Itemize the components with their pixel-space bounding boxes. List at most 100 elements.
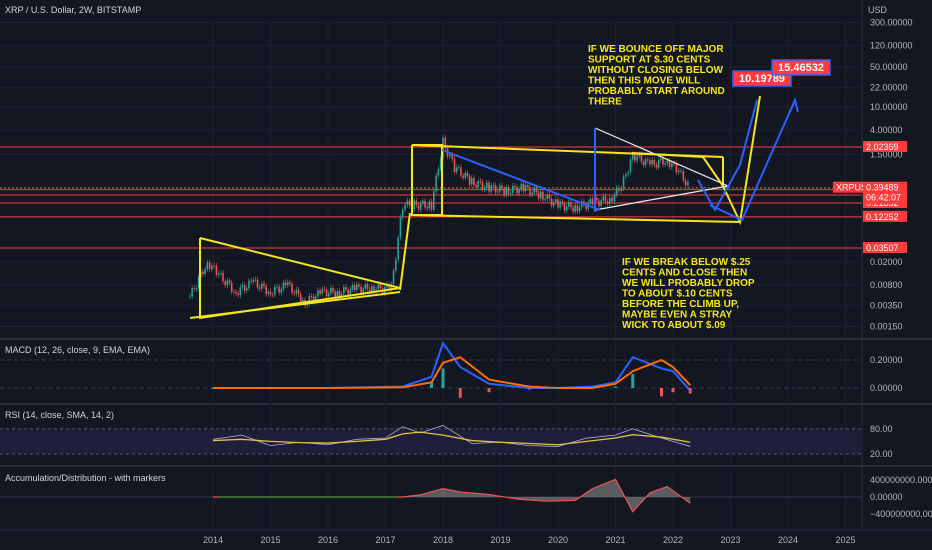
annotation-bottom-line: TO ABOUT $.10 CENTS — [622, 289, 733, 300]
candle-body — [280, 289, 283, 293]
time-tick-label: 2020 — [548, 535, 568, 545]
candle-body — [433, 191, 435, 210]
time-tick-label: 2021 — [605, 535, 625, 545]
candle-body — [358, 284, 360, 287]
time-tick-label: 2023 — [720, 535, 740, 545]
macd-histogram-bar — [401, 387, 405, 389]
price-axis[interactable]: 300.00000 120.00000 50.00000 22.00000 10.000… — [870, 18, 932, 519]
price-line-tag-label: 0.03507 — [866, 243, 899, 253]
candle-body — [211, 265, 213, 270]
triangle-pattern-2014[interactable] — [199, 237, 401, 320]
candle-body — [256, 279, 259, 288]
projection-path-yellow[interactable] — [722, 95, 761, 226]
candle-body — [578, 207, 581, 212]
projection-path-blue-1[interactable] — [697, 99, 758, 213]
candle-body — [533, 187, 536, 193]
candle-body — [430, 201, 433, 210]
candle-body — [353, 285, 356, 291]
annotation-top-line: IF WE BOUNCE OFF MAJOR — [588, 44, 724, 55]
candle-body — [424, 200, 426, 208]
candle-body — [428, 201, 431, 209]
annotation-bottom-line: BEFORE THE CLIMB UP, — [622, 299, 739, 310]
price-line-tag-label: 2.02369 — [866, 142, 899, 152]
price-tick-label: 22.00000 — [870, 83, 908, 93]
candle-body — [282, 282, 285, 290]
annotation-bottom-line: WE WILL PROBABLY DROP — [622, 278, 755, 289]
candle-body — [647, 159, 649, 161]
macd-histogram-bar — [458, 388, 462, 398]
candle-body — [325, 289, 328, 297]
candle-body — [254, 279, 257, 281]
candle-body — [397, 237, 399, 260]
candle-body — [220, 272, 222, 274]
candle-body — [312, 296, 315, 302]
candle-body — [379, 284, 382, 289]
ad-pane-title: Accumulation/Distribution - with markers — [5, 473, 166, 483]
rsi-band — [0, 428, 862, 454]
macd-tick-label: 0.00000 — [870, 383, 903, 393]
target-box[interactable] — [771, 59, 831, 76]
candle-body — [611, 197, 613, 202]
price-line-tag — [863, 141, 907, 152]
candle-body — [535, 187, 538, 193]
price-line-tag — [863, 242, 907, 253]
candle-body — [336, 291, 339, 297]
rsi-tick-label: 80.00 — [870, 424, 893, 434]
breakout-line[interactable] — [399, 212, 411, 291]
annotation-bottom-line: IF WE BREAK BELOW $.25 — [622, 257, 751, 268]
macd-pane-title: MACD (12, 26, close, 9, EMA, EMA) — [5, 345, 150, 355]
candle-body — [265, 286, 267, 295]
candle-body — [388, 284, 390, 291]
candle-body — [395, 259, 397, 271]
price-tick-label: 4.00000 — [870, 125, 903, 135]
candle-body — [572, 207, 574, 212]
candle-body — [622, 176, 625, 189]
candle-body — [542, 191, 544, 200]
candle-body — [608, 197, 611, 204]
candle-body — [680, 170, 682, 172]
candle-body — [602, 196, 605, 201]
price-tick-label: 0.02000 — [870, 257, 903, 267]
candle-body — [291, 283, 293, 293]
price-tick-label: 1.50000 — [870, 149, 903, 159]
candle-body — [373, 286, 375, 293]
candle-body — [473, 177, 475, 185]
price-tick-label: 120.00000 — [870, 40, 913, 50]
chart-title: XRP / U.S. Dollar, 2W, BITSTAMP — [5, 5, 141, 15]
candle-body — [269, 291, 272, 295]
candle-body — [559, 201, 561, 208]
trendline-lower[interactable] — [189, 291, 401, 319]
candle-body — [222, 272, 224, 282]
candle-body — [351, 285, 354, 290]
candle-body — [625, 174, 627, 177]
candle-body — [563, 203, 566, 211]
candle-body — [576, 205, 579, 212]
candle-body — [332, 287, 334, 292]
consolidation-top[interactable] — [631, 152, 724, 187]
channel-lower[interactable] — [411, 214, 741, 223]
candle-body — [406, 200, 409, 205]
candle-body — [659, 158, 662, 161]
candle-body — [492, 185, 495, 186]
current-price-tag — [863, 181, 907, 204]
candle-body — [518, 189, 520, 194]
target-label: 15.46532 — [778, 62, 824, 74]
projection-path-blue-2[interactable] — [709, 96, 799, 222]
macd-histogram-bar — [688, 388, 692, 394]
candle-body — [516, 187, 518, 194]
candle-body — [627, 172, 629, 175]
candle-body — [604, 196, 607, 202]
candle-body — [468, 176, 471, 185]
candle-body — [466, 172, 469, 177]
time-axis[interactable]: 2014 2015 2016 2017 2018 2019 2020 2021 2022 2023… — [203, 535, 856, 545]
horizontal-price-lines[interactable]: 2.023690.368980.295270.213520.122520.035… — [0, 141, 907, 253]
descending-trendline-blue[interactable] — [441, 149, 601, 211]
candle-body — [514, 185, 516, 188]
candle-body — [293, 292, 296, 294]
candle-body — [591, 199, 594, 205]
candle-body — [511, 185, 514, 193]
candle-body — [671, 163, 673, 168]
